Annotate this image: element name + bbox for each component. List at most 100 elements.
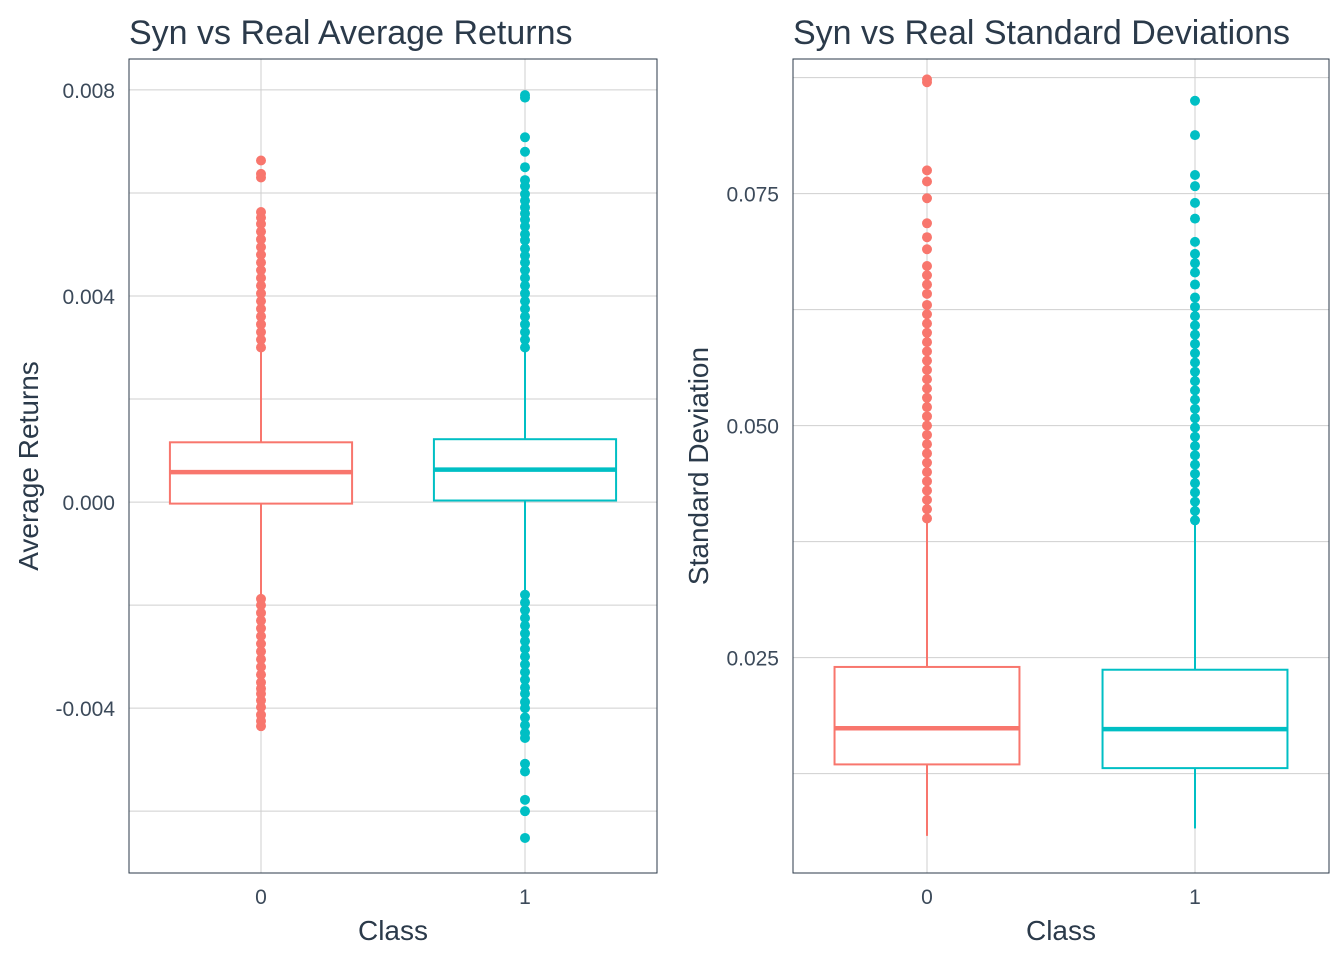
chart-title: Syn vs Real Standard Deviations: [793, 14, 1290, 52]
outlier-point: [520, 605, 530, 616]
outlier-point: [1190, 478, 1200, 489]
outlier-point: [1190, 267, 1200, 278]
outlier-point: [520, 265, 530, 276]
outlier-point: [520, 703, 530, 714]
outlier-point: [256, 669, 266, 680]
outlier-point: [922, 448, 932, 459]
outlier-point: [520, 806, 530, 817]
outlier-point: [922, 299, 932, 310]
outlier-point: [922, 218, 932, 229]
outlier-point: [520, 712, 530, 723]
x-axis-label: Class: [358, 915, 428, 946]
outlier-point: [256, 334, 266, 345]
y-tick-label: 0.008: [62, 80, 115, 103]
outlier-point: [256, 342, 266, 353]
outlier-point: [256, 288, 266, 299]
y-tick-label: 0.050: [726, 416, 779, 439]
outlier-point: [256, 234, 266, 245]
outlier-point: [256, 168, 266, 179]
outlier-point: [1190, 95, 1200, 106]
outlier-point: [520, 162, 530, 173]
outlier-point: [1190, 413, 1200, 424]
outlier-point: [520, 832, 530, 843]
outlier-point: [922, 260, 932, 271]
outlier-point: [1190, 459, 1200, 470]
outlier-point: [1190, 213, 1200, 224]
outlier-point: [922, 327, 932, 338]
y-axis-label: Average Returns: [13, 361, 44, 571]
outlier-point: [256, 226, 266, 237]
outlier-point: [922, 485, 932, 496]
outlier-point: [1190, 487, 1200, 498]
outlier-point: [922, 374, 932, 385]
outlier-point: [256, 600, 266, 611]
outlier-point: [520, 175, 530, 186]
outlier-point: [922, 494, 932, 505]
outlier-point: [922, 504, 932, 515]
outlier-point: [1190, 338, 1200, 349]
outlier-point: [1190, 431, 1200, 442]
x-tick-label: 1: [1189, 886, 1201, 909]
outlier-point: [520, 146, 530, 157]
outlier-point: [256, 272, 266, 283]
outlier-point: [922, 244, 932, 255]
outlier-point: [256, 631, 266, 642]
outlier-point: [256, 207, 266, 218]
outlier-point: [922, 165, 932, 176]
outlier-point: [256, 311, 266, 322]
outlier-point: [1190, 441, 1200, 452]
y-tick-label: 0.004: [62, 286, 115, 309]
outlier-point: [256, 661, 266, 672]
outlier-point: [922, 457, 932, 468]
average-returns-panel: Syn vs Real Average Returns -0.004 0.000 0.…: [13, 14, 658, 946]
outlier-point: [1190, 496, 1200, 507]
outlier-point: [520, 303, 530, 314]
outlier-point: [520, 229, 530, 240]
iqr-box: [833, 665, 1021, 766]
outlier-point: [256, 257, 266, 268]
outlier-point: [1190, 329, 1200, 340]
y-tick-label: 0.025: [726, 648, 779, 671]
outlier-point: [256, 623, 266, 634]
outlier-point: [1190, 170, 1200, 181]
outlier-point: [1190, 357, 1200, 368]
outlier-point: [520, 288, 530, 299]
outlier-point: [256, 280, 266, 291]
outlier-point: [520, 688, 530, 699]
outlier-point: [922, 420, 932, 431]
outlier-point: [922, 270, 932, 281]
outlier-point: [520, 733, 530, 744]
outlier-point: [1190, 197, 1200, 208]
outlier-point: [922, 429, 932, 440]
outlier-point: [520, 612, 530, 623]
y-tick-label: -0.004: [55, 698, 115, 721]
outlier-point: [256, 638, 266, 649]
outlier-point: [520, 794, 530, 805]
outlier-point: [256, 607, 266, 618]
standard-deviation-panel: Syn vs Real Standard Deviations 0.025 0.05…: [683, 14, 1330, 946]
outlier-point: [922, 402, 932, 413]
outlier-point: [1190, 376, 1200, 387]
outlier-point: [256, 265, 266, 276]
outlier-point: [520, 674, 530, 685]
outlier-point: [520, 720, 530, 731]
outlier-point: [1190, 348, 1200, 359]
plot-frame: [792, 58, 1330, 874]
outlier-point: [520, 628, 530, 639]
outlier-point: [922, 193, 932, 204]
outlier-point: [1190, 248, 1200, 259]
outlier-point: [520, 659, 530, 670]
y-axis-label: Standard Deviation: [683, 347, 714, 585]
outlier-point: [1190, 130, 1200, 141]
boxplot-class-1: [1101, 95, 1289, 829]
outlier-point: [256, 654, 266, 665]
outlier-point: [520, 643, 530, 654]
outlier-point: [256, 242, 266, 253]
outlier-point: [520, 132, 530, 143]
outlier-point: [922, 318, 932, 329]
outlier-point: [520, 90, 530, 101]
outlier-point: [1190, 320, 1200, 331]
outlier-point: [1190, 311, 1200, 322]
outlier-point: [520, 620, 530, 631]
